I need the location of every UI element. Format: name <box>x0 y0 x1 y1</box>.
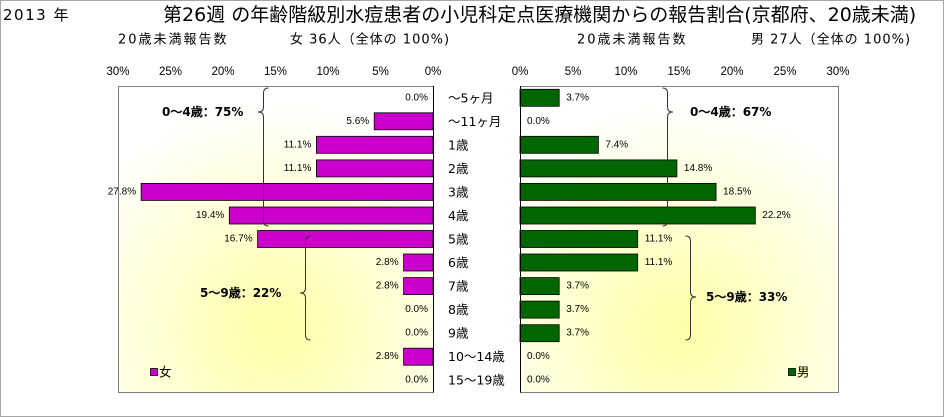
female-count-heading: 20歳未満報告数 <box>118 33 229 48</box>
female-axis-tick-label: 20% <box>211 66 234 78</box>
male-axis-tick-label: 25% <box>773 66 796 78</box>
male-bar <box>519 206 756 225</box>
male-bar <box>519 182 717 201</box>
male-group-5-9-label: 5～9歳：33% <box>706 289 787 304</box>
male-bar <box>519 88 560 107</box>
male-data-label: 22.2% <box>762 210 790 221</box>
category-label: ～11ヶ月 <box>448 114 501 129</box>
male-bar <box>519 324 560 343</box>
female-data-label: 0.0% <box>405 92 428 103</box>
category-label: 3歳 <box>448 184 469 199</box>
category-label: ～5ヶ月 <box>448 90 493 105</box>
male-data-label: 0.0% <box>527 116 550 127</box>
category-label: 8歳 <box>448 302 469 317</box>
category-label: 4歳 <box>448 208 469 223</box>
female-bar <box>403 277 434 296</box>
male-data-label: 3.7% <box>566 304 589 315</box>
female-data-label: 2.8% <box>376 351 399 362</box>
male-group-5-9-brace <box>685 235 697 341</box>
male-data-label: 11.1% <box>645 257 673 268</box>
female-axis-tick-label: 25% <box>159 66 182 78</box>
male-bar <box>519 135 599 154</box>
female-bar <box>315 135 434 154</box>
category-label: 15～19歳 <box>448 373 505 388</box>
male-data-label: 18.5% <box>723 186 751 197</box>
male-axis-tick-label: 5% <box>565 66 582 78</box>
female-bar <box>228 206 434 225</box>
female-total-label: 女 36人（全体の 100%) <box>290 32 450 48</box>
female-legend-label: 女 <box>159 365 172 380</box>
female-data-label: 0.0% <box>405 304 428 315</box>
female-data-label: 11.1% <box>284 139 312 150</box>
year-label: 2013 年 <box>3 6 70 24</box>
male-group-0-4-brace <box>662 87 674 227</box>
female-bar <box>403 253 434 272</box>
category-label: 5歳 <box>448 232 469 247</box>
male-axis-tick-label: 20% <box>720 66 743 78</box>
female-data-label: 27.8% <box>108 186 136 197</box>
female-data-label: 11.1% <box>284 163 312 174</box>
female-group-0-4-label: 0～4歳：75% <box>162 104 243 119</box>
male-legend-swatch <box>788 368 796 376</box>
female-bar <box>257 230 434 248</box>
male-bar <box>519 253 639 272</box>
female-data-label: 19.4% <box>196 210 224 221</box>
female-axis-tick-label: 15% <box>264 66 287 78</box>
male-bar <box>519 230 639 248</box>
category-label: 1歳 <box>448 137 469 152</box>
male-data-label: 0.0% <box>527 351 550 362</box>
female-group-5-9-label: 5～9歳：22% <box>200 285 281 300</box>
female-axis-tick-label: 0% <box>425 66 442 78</box>
male-total-label: 男 27人（全体の 100%) <box>751 32 911 48</box>
male-axis-tick-label: 15% <box>667 66 690 78</box>
female-axis-tick-label: 5% <box>372 66 389 78</box>
male-data-label: 3.7% <box>566 92 589 103</box>
category-label: 9歳 <box>448 326 469 341</box>
male-axis-tick-label: 0% <box>512 66 529 78</box>
chart-title: 第26週 の年齢階級別水痘患者の小児科定点医療機関からの報告割合(京都府、20歳… <box>163 4 916 26</box>
male-bar <box>519 300 560 319</box>
male-bar <box>519 159 678 178</box>
male-legend-label: 男 <box>797 365 810 380</box>
female-axis-tick-label: 30% <box>106 66 129 78</box>
male-data-label: 11.1% <box>645 234 673 245</box>
female-group-0-4-brace <box>257 87 269 227</box>
female-bar <box>140 182 434 201</box>
female-data-label: 5.6% <box>346 116 369 127</box>
female-bar <box>315 159 434 178</box>
male-data-label: 0.0% <box>527 375 550 386</box>
male-axis-tick-label: 10% <box>614 66 637 78</box>
female-data-label: 0.0% <box>405 328 428 339</box>
female-axis-tick-label: 10% <box>316 66 339 78</box>
female-group-5-9-brace <box>299 235 311 341</box>
male-data-label: 3.7% <box>566 328 589 339</box>
male-data-label: 14.8% <box>684 163 712 174</box>
chart-marks: ～5ヶ月 ～11ヶ月 1歳 2歳 3歳 4歳 5歳 6歳 7歳 8歳 9歳 10～14歳 15～19歳 3… <box>106 66 849 388</box>
category-label: 6歳 <box>448 255 469 270</box>
male-data-label: 3.7% <box>566 281 589 292</box>
female-legend-swatch <box>150 368 158 376</box>
category-label: 10～14歳 <box>448 349 505 364</box>
category-label: 7歳 <box>448 279 469 294</box>
male-count-heading: 20歳未満報告数 <box>577 33 688 48</box>
female-data-label: 2.8% <box>376 257 399 268</box>
male-axis-tick-label: 30% <box>826 66 849 78</box>
female-bar <box>403 347 434 366</box>
female-data-label: 0.0% <box>405 375 428 386</box>
male-group-0-4-label: 0～4歳：67% <box>690 104 771 119</box>
category-label: 2歳 <box>448 161 469 176</box>
male-bar <box>519 277 560 296</box>
male-data-label: 7.4% <box>605 139 628 150</box>
female-bar <box>373 112 434 131</box>
female-data-label: 2.8% <box>376 281 399 292</box>
female-data-label: 16.7% <box>224 234 252 245</box>
